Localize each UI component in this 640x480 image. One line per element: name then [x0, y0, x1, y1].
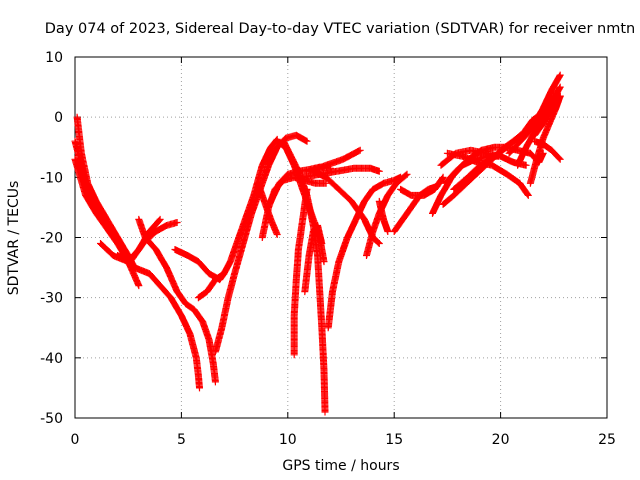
data-point-markers	[324, 173, 405, 332]
x-tick-label: 10	[279, 432, 297, 448]
data-point-markers	[375, 197, 392, 235]
gridlines	[75, 57, 607, 418]
series-track-9	[194, 135, 281, 302]
y-tick-label: 10	[45, 50, 63, 66]
y-tick-label: -50	[40, 411, 63, 427]
y-tick-label: -20	[40, 231, 63, 247]
series-track-16	[305, 146, 364, 175]
y-tick-labels: -50 -40 -30 -20 -10 0 10	[40, 50, 63, 427]
y-axis-label: SDTVAR / TECUs	[6, 181, 22, 296]
series-track-6	[118, 246, 203, 392]
data-point-markers	[450, 110, 545, 193]
data-point-markers	[118, 246, 203, 392]
y-tick-label: 0	[54, 110, 63, 126]
data-point-markers	[73, 113, 132, 259]
y-tick-label: -40	[40, 351, 63, 367]
data-point-markers	[505, 71, 564, 157]
data-points	[71, 71, 564, 416]
data-point-markers	[531, 137, 564, 163]
y-tick-label: -30	[40, 291, 63, 307]
x-tick-label: 15	[385, 432, 403, 448]
data-point-markers	[135, 215, 219, 386]
series-track-23	[375, 197, 392, 235]
series-track-2	[73, 113, 132, 259]
data-point-markers	[305, 146, 364, 175]
x-tick-label: 25	[598, 432, 616, 448]
data-point-markers	[301, 222, 326, 296]
series-track-7	[135, 215, 219, 386]
x-tick-label: 20	[492, 432, 510, 448]
series-track-31	[450, 110, 545, 193]
series-track-32	[505, 71, 564, 157]
data-point-markers	[397, 173, 447, 199]
series-track-20	[290, 185, 311, 359]
x-tick-labels: 0 5 10 15 20 25	[71, 432, 616, 448]
data-point-markers	[194, 135, 281, 302]
x-tick-label: 5	[177, 432, 186, 448]
axis-ticks	[74, 56, 608, 419]
series-track-21	[324, 173, 405, 332]
chart-title: Day 074 of 2023, Sidereal Day-to-day VTE…	[45, 21, 635, 37]
y-tick-label: -10	[40, 170, 63, 186]
series-track-25	[397, 173, 447, 199]
x-axis-label: GPS time / hours	[282, 458, 399, 474]
series-track-19	[301, 222, 326, 296]
data-point-markers	[290, 185, 311, 359]
x-tick-label: 0	[71, 432, 80, 448]
series-track-36	[531, 137, 564, 163]
